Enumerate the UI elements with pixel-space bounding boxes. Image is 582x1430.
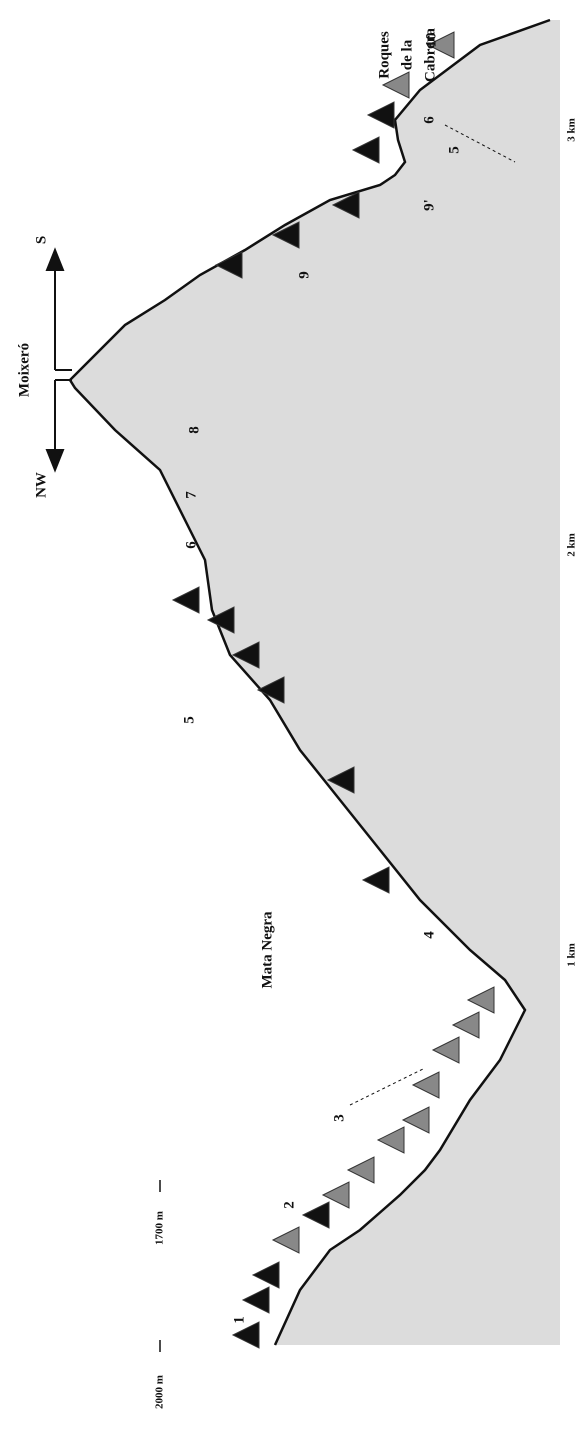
- zone-label: 9: [296, 271, 312, 279]
- zone-label: 2: [281, 1201, 297, 1209]
- zone-label: 3: [331, 1114, 347, 1122]
- tree: [251, 1261, 280, 1289]
- zone-label: 1: [231, 1316, 247, 1324]
- zone-labels: 1 2 3 4 5 6 7 8 9 9' 5 6 10: [181, 33, 462, 1324]
- zone-label: 10: [423, 33, 439, 48]
- tree: [411, 1071, 440, 1099]
- zone-label: 7: [183, 491, 199, 499]
- tree: [331, 191, 360, 219]
- zone-label: 8: [186, 426, 202, 434]
- orientation-label: S: [33, 236, 49, 244]
- place-label: de la: [399, 39, 415, 70]
- orientation-label: NW: [33, 472, 49, 498]
- tree: [206, 606, 235, 634]
- elevation-label: 2000 m: [154, 1375, 166, 1409]
- tree: [361, 866, 390, 894]
- tree: [401, 1106, 430, 1134]
- zone-label: 5: [181, 716, 197, 724]
- ground: [70, 20, 560, 1345]
- tree: [256, 676, 285, 704]
- tree: [231, 641, 260, 669]
- tree: [426, 31, 455, 59]
- tree: [351, 136, 380, 164]
- tree: [271, 1226, 300, 1254]
- tree: [431, 1036, 460, 1064]
- distance-label: 3 km: [566, 118, 578, 142]
- tree: [241, 1286, 270, 1314]
- leader-line: [444, 124, 516, 163]
- place-label: Moixeró: [16, 343, 32, 397]
- zone-label: 6: [183, 541, 199, 549]
- tree: [326, 766, 355, 794]
- distance-label: 2 km: [566, 533, 578, 557]
- place-label: Mata Negra: [259, 911, 275, 989]
- tree: [346, 1156, 375, 1184]
- tree: [271, 221, 300, 249]
- zone-label: 4: [421, 931, 437, 939]
- zone-label: 6: [421, 116, 437, 124]
- tree: [466, 986, 495, 1014]
- tree: [366, 101, 395, 129]
- tree: [214, 251, 243, 279]
- tree: [321, 1181, 350, 1209]
- orientation-arrow: [45, 247, 72, 473]
- tree: [231, 1321, 260, 1349]
- tree: [301, 1201, 330, 1229]
- place-label: Cabrera: [422, 28, 438, 82]
- leader-line: [349, 1067, 426, 1106]
- vegetation: [171, 31, 495, 1349]
- tree: [381, 71, 410, 99]
- tree: [171, 586, 200, 614]
- distance-label: 1 km: [566, 943, 578, 967]
- zone-label: 9': [421, 199, 437, 211]
- elevation-label: 1700 m: [154, 1211, 166, 1245]
- profile-line: [68, 18, 551, 1346]
- tree: [376, 1126, 405, 1154]
- place-label: Roques: [376, 31, 392, 79]
- tree: [451, 1011, 480, 1039]
- zone-label: 5: [446, 146, 462, 154]
